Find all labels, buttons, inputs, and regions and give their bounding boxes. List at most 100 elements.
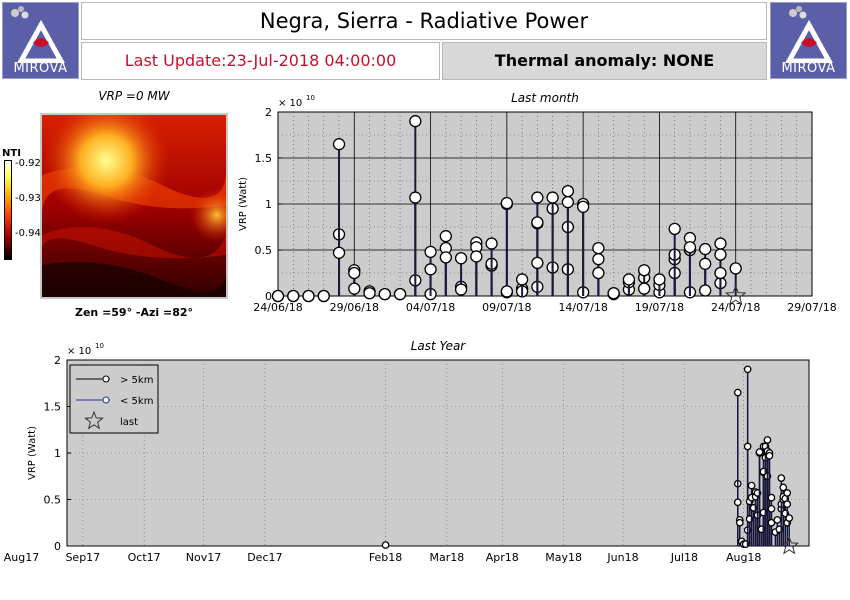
data-point [454, 252, 468, 265]
data-point [745, 515, 754, 523]
data-point [515, 285, 529, 298]
data-point [393, 288, 407, 301]
data-point [378, 288, 391, 301]
colorbar-tick: -0.92 [15, 158, 41, 169]
colorbar-tick: -0.94 [15, 228, 41, 239]
data-point [749, 504, 758, 512]
data-point [767, 493, 776, 502]
x-tick-label: Oct17 [128, 551, 161, 564]
x-tick-label: Apr18 [486, 551, 519, 564]
data-point [733, 479, 742, 488]
data-point [607, 287, 620, 300]
data-point [622, 283, 636, 296]
y-tick-label: 1 [265, 198, 272, 211]
x-tick-label: Nov17 [186, 551, 221, 564]
data-point [733, 388, 742, 397]
x-tick-label: 14/07/18 [558, 301, 607, 314]
data-point [733, 498, 742, 507]
data-point [735, 516, 744, 524]
data-point [638, 264, 651, 277]
data-point [454, 283, 468, 296]
data-point [317, 289, 330, 303]
data-point [561, 263, 575, 276]
data-point [729, 262, 742, 275]
chart-title: Last month [511, 91, 579, 105]
y-tick-label: 0.5 [44, 494, 62, 507]
data-point [785, 514, 794, 522]
data-point [378, 288, 391, 301]
data-point [757, 525, 766, 534]
data-point [576, 286, 590, 299]
data-point [500, 197, 514, 211]
data-point [759, 467, 768, 476]
data-point [332, 228, 346, 241]
x-tick-label: 24/06/18 [253, 301, 302, 314]
data-point [699, 284, 712, 297]
thermal-anomaly-status: Thermal anomaly: NONE [442, 42, 767, 80]
data-point [775, 525, 784, 534]
logo-text: MIROVA [13, 61, 68, 76]
data-point [592, 253, 605, 266]
data-point [622, 273, 636, 286]
y-tick-label: 0 [54, 540, 61, 553]
data-point [515, 273, 529, 286]
data-point [381, 541, 390, 549]
data-point [747, 481, 756, 490]
data-point [607, 288, 620, 301]
data-point [747, 493, 756, 502]
data-point [531, 191, 544, 204]
data-point [739, 540, 748, 548]
data-point [424, 245, 437, 258]
data-point [699, 257, 712, 270]
data-point [783, 489, 792, 497]
data-point [485, 259, 498, 272]
data-point [287, 289, 300, 303]
data-point [470, 236, 483, 249]
data-point [531, 216, 544, 229]
data-point [763, 447, 772, 455]
data-point [271, 289, 285, 303]
volcano-logo-icon [785, 6, 833, 63]
data-point [759, 508, 768, 517]
volcano-logo-icon [11, 6, 65, 63]
y-axis-label: VRP (Watt) [27, 426, 38, 480]
data-point [783, 500, 792, 508]
last-month-plot: 0 0.5 1 1.5 2 24/06/18 29/06/18 04/07/18 09/07/1… [238, 91, 837, 314]
data-point [761, 442, 770, 451]
y-tick-label: 2 [265, 106, 272, 119]
page-title: Negra, Sierra - Radiative Power [81, 2, 767, 40]
data-point [500, 285, 514, 298]
data-point [699, 242, 712, 256]
last-marker [724, 284, 747, 306]
data-point [561, 184, 575, 198]
data-point [755, 448, 764, 456]
y-tick-label: 1.5 [44, 401, 62, 414]
data-point [409, 191, 422, 204]
data-point [781, 509, 790, 518]
data-point [683, 286, 697, 299]
x-tick-label: 19/07/18 [635, 301, 684, 314]
mirova-logo-left: MIROVA [2, 2, 79, 79]
data-point [561, 196, 575, 209]
data-point [470, 250, 483, 263]
data-point [485, 237, 498, 250]
data-point [653, 286, 666, 299]
data-point [592, 242, 605, 255]
data-point [409, 274, 422, 287]
data-point [393, 288, 407, 301]
data-point [546, 191, 559, 204]
data-point [653, 278, 666, 292]
data-point [779, 495, 788, 504]
data-point [777, 500, 786, 508]
data-point [743, 365, 752, 374]
data-point [531, 280, 544, 293]
data-point [668, 248, 681, 261]
thermal-image [40, 113, 228, 299]
legend-star-marker [84, 410, 104, 430]
data-point [751, 488, 760, 496]
last-update: Last Update:23-Jul-2018 04:00:00 [81, 42, 440, 80]
x-tick-label: Sep17 [65, 551, 100, 564]
x-tick-label: Jun18 [606, 551, 638, 564]
data-point [683, 243, 697, 257]
data-point [753, 511, 762, 520]
